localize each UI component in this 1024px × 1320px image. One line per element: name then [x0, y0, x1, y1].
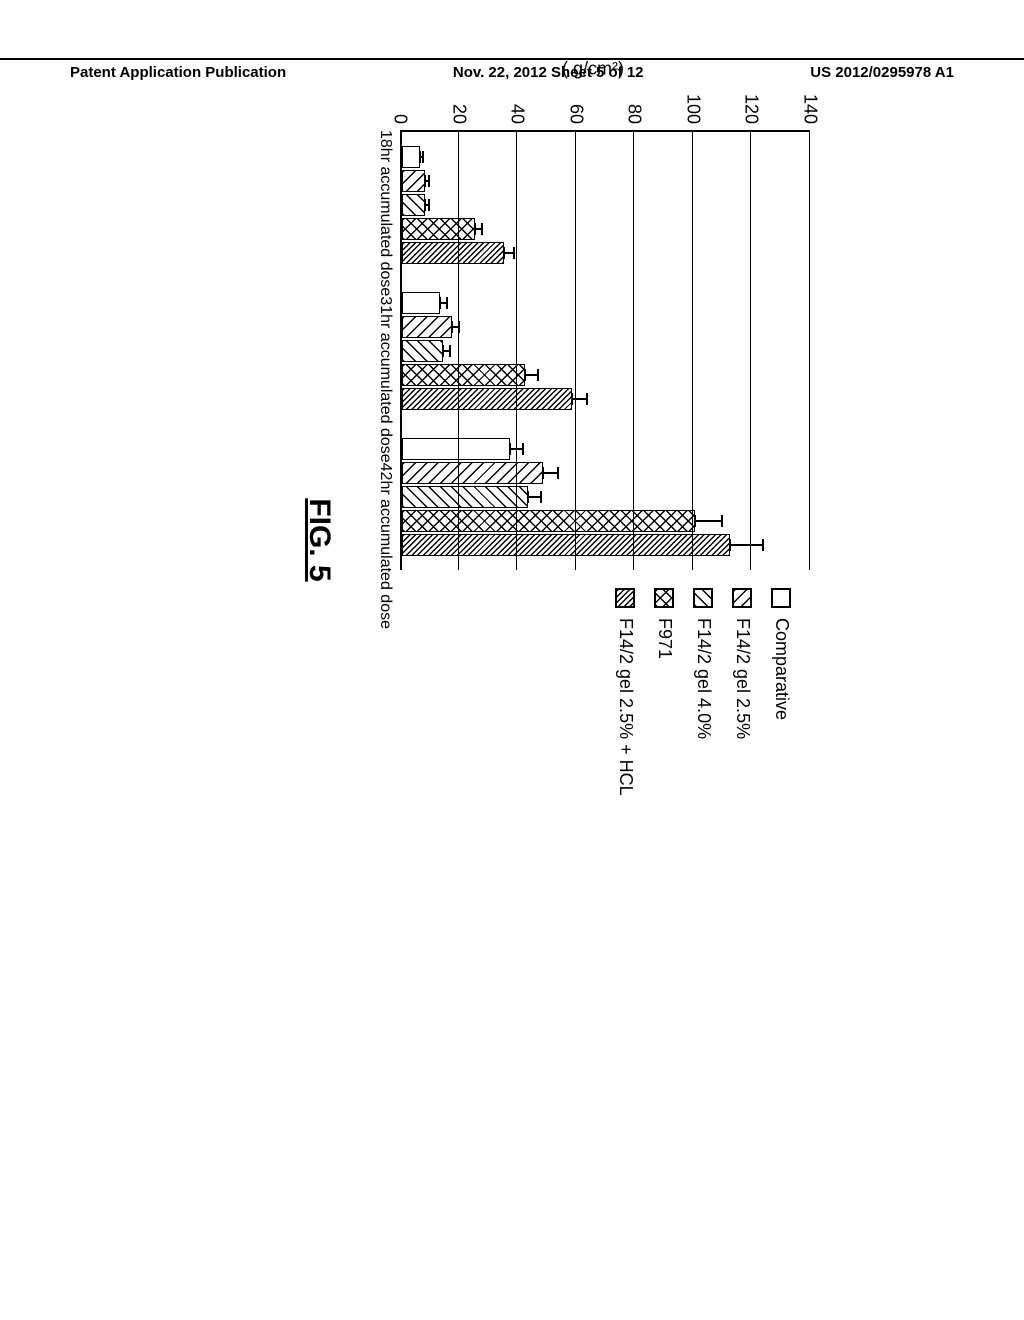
gridline: [750, 132, 751, 570]
legend-item: F14/2 gel 2.5%: [732, 588, 753, 796]
bar-groups: [402, 132, 810, 570]
bar-group: [402, 292, 572, 410]
legend-item: F14/2 gel 2.5% + HCL: [615, 588, 636, 796]
gridline: [692, 132, 693, 570]
legend-swatch: [733, 588, 753, 608]
y-tick-label: 20: [448, 104, 469, 132]
bar: [402, 218, 475, 240]
error-bar: [527, 496, 542, 498]
legend-swatch: [694, 588, 714, 608]
error-bar: [504, 252, 516, 254]
bar: [402, 534, 730, 556]
y-tick-label: 100: [682, 94, 703, 132]
bar: [402, 146, 420, 168]
bar: [402, 388, 572, 410]
error-bar: [694, 520, 723, 522]
x-tick-label: 31hr accumulated dose: [376, 296, 394, 462]
error-bar: [542, 472, 560, 474]
legend-swatch: [616, 588, 636, 608]
legend-item: Comparative: [771, 588, 792, 796]
y-tick-label: 120: [741, 94, 762, 132]
bar: [402, 364, 525, 386]
error-bar: [424, 204, 430, 206]
legend-label: F971: [654, 618, 675, 659]
gridline: [809, 132, 810, 570]
y-tick-label: 40: [507, 104, 528, 132]
header-right: US 2012/0295978 A1: [810, 64, 954, 81]
error-bar: [419, 156, 425, 158]
figure-caption: FIG. 5: [302, 130, 336, 950]
page-header: Patent Application Publication Nov. 22, …: [0, 58, 1024, 81]
x-tick-label: 42hr accumulated dose: [376, 463, 394, 629]
x-tick-label: 18hr accumulated dose: [376, 130, 394, 296]
bar: [402, 194, 425, 216]
y-tick-label: 60: [565, 104, 586, 132]
bar-group: [402, 438, 730, 556]
gridline: [458, 132, 459, 570]
bar: [402, 242, 505, 264]
bar: [402, 170, 425, 192]
gridline: [633, 132, 634, 570]
figure-rotated-container: ( g/cm²) 020406080100120140 18hr accumul…: [190, 130, 810, 950]
legend-swatch: [655, 588, 675, 608]
bar-chart: ( g/cm²) 020406080100120140 18hr accumul…: [376, 130, 810, 570]
y-tick-label: 80: [624, 104, 645, 132]
bar: [402, 292, 440, 314]
legend-label: F14/2 gel 2.5%: [732, 618, 753, 739]
plot-frame: 020406080100120140: [400, 130, 810, 570]
error-bar: [729, 544, 764, 546]
y-tick-label: 140: [800, 94, 821, 132]
y-axis-label: ( g/cm²): [562, 59, 624, 80]
gridline: [575, 132, 576, 570]
error-bar: [424, 180, 430, 182]
legend-item: F971: [654, 588, 675, 796]
x-axis-labels: 18hr accumulated dose31hr accumulated do…: [376, 130, 400, 570]
bar: [402, 510, 695, 532]
bar: [402, 438, 510, 460]
gridline: [516, 132, 517, 570]
y-tick-label: 0: [390, 114, 411, 132]
error-bar: [524, 374, 539, 376]
error-bar: [571, 398, 589, 400]
header-left: Patent Application Publication: [70, 64, 286, 81]
error-bar: [442, 350, 451, 352]
legend-label: F14/2 gel 4.0%: [693, 618, 714, 739]
bar: [402, 462, 543, 484]
bar: [402, 316, 452, 338]
bar: [402, 340, 443, 362]
legend-item: F14/2 gel 4.0%: [693, 588, 714, 796]
bar: [402, 486, 528, 508]
error-bar: [439, 302, 448, 304]
legend-label: Comparative: [771, 618, 792, 720]
bar-group: [402, 146, 505, 264]
legend: Comparative F14/2 gel 2.5% F14/2 gel 4.0% F…: [615, 588, 810, 796]
legend-label: F14/2 gel 2.5% + HCL: [615, 618, 636, 796]
legend-swatch: [772, 588, 792, 608]
error-bar: [474, 228, 483, 230]
